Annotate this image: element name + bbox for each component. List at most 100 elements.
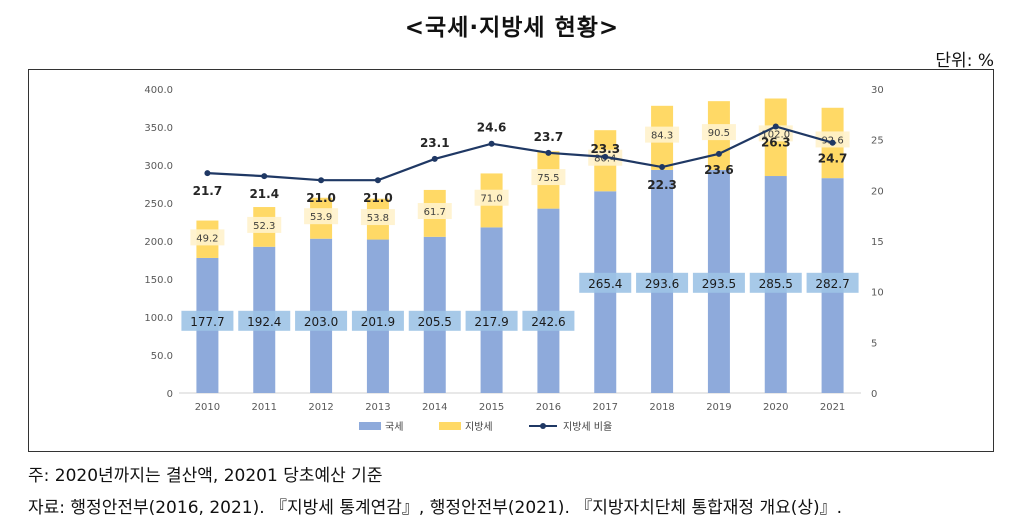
footnote: 주: 2020년까지는 결산액, 20201 당초예산 기준 [28, 466, 383, 486]
bar-local-label-box [645, 126, 680, 143]
y-tick-label: 400.0 [144, 85, 173, 96]
ratio-label: 22.3 [647, 178, 677, 192]
legend-swatch-local [439, 422, 461, 430]
bar-local-label-box [247, 216, 282, 233]
y2-tick-label: 5 [871, 338, 877, 349]
ratio-point [829, 139, 836, 146]
combo-chart: 0 50.0 100.0 150.0 200.0 250.0 300.0 350.0 400.0… [144, 85, 884, 433]
ratio-label: 23.7 [534, 130, 564, 144]
bar-local-label: 71.0 [480, 194, 502, 205]
legend-swatch-national [359, 422, 381, 430]
bar-national-label-box [806, 272, 859, 293]
y2-tick-label: 10 [871, 288, 884, 299]
bar-national-label: 217.9 [474, 315, 508, 329]
y2-tick-label: 0 [871, 389, 877, 400]
x-tick-label: 2010 [195, 402, 220, 413]
bar-national-label: 265.4 [588, 277, 622, 291]
bar-national-label-box [238, 310, 291, 331]
y-tick-label: 200.0 [144, 237, 173, 248]
bar-local-label-box [417, 203, 452, 220]
y2-tick-label: 20 [871, 186, 884, 197]
ratio-point [431, 155, 438, 162]
bar-national-label-box [465, 310, 518, 331]
bar-local-label-box [815, 131, 850, 148]
bar-national [537, 208, 560, 393]
ratio-point [261, 173, 268, 180]
ratio-label: 21.4 [249, 187, 279, 201]
x-tick-label: 2019 [706, 402, 731, 413]
ratio-point [659, 164, 666, 171]
ratio-label: 23.1 [420, 136, 450, 150]
ratio-point [545, 149, 552, 156]
bar-national-label-box [749, 272, 802, 293]
ratio-point [374, 177, 381, 184]
y-tick-label: 250.0 [144, 199, 173, 210]
ratio-line [207, 125, 833, 182]
source-note: 자료: 행정안전부(2016, 2021). 『지방세 통계연감』, 행정안전부… [28, 498, 843, 518]
bar-local-label-box [304, 208, 339, 225]
bar-local-label-box [190, 229, 225, 246]
bar-local-label: 61.7 [424, 207, 446, 218]
x-tick-label: 2013 [365, 402, 390, 413]
chart-frame: 0 50.0 100.0 150.0 200.0 250.0 300.0 350.0 400.0… [28, 69, 994, 452]
ratio-point [488, 140, 495, 147]
bar-local-label-box [701, 124, 736, 141]
bar-national-label: 293.6 [645, 277, 679, 291]
x-tick-label: 2018 [649, 402, 674, 413]
ratio-point [602, 153, 609, 160]
x-tick-label: 2021 [820, 402, 845, 413]
x-tick-label: 2014 [422, 402, 447, 413]
bar-national-label-box [692, 272, 745, 293]
y-tick-label: 50.0 [151, 351, 173, 362]
ratio-point [318, 177, 325, 184]
y2-tick-label: 30 [871, 85, 884, 96]
bar-national-label: 293.5 [702, 277, 736, 291]
bar-national-label-box [636, 272, 689, 293]
bar-local-label: 53.9 [310, 212, 332, 223]
bar-national-label: 201.9 [361, 315, 395, 329]
y-tick-label: 100.0 [144, 313, 173, 324]
bar-local-label: 52.3 [253, 221, 275, 232]
bar-national-label-box [181, 310, 234, 331]
y-tick-label: 150.0 [144, 275, 173, 286]
bar-local-label-box [474, 189, 509, 206]
bar-local-label: 84.3 [651, 131, 673, 142]
bar-national-label: 203.0 [304, 315, 338, 329]
bar-local-label: 90.5 [708, 128, 730, 139]
x-tick-label: 2017 [593, 402, 618, 413]
y2-tick-label: 15 [871, 237, 884, 248]
ratio-label: 24.6 [477, 121, 507, 135]
ratio-label: 26.3 [761, 135, 791, 149]
ratio-point [772, 123, 779, 130]
x-tick-label: 2011 [252, 402, 277, 413]
bar-local-label: 53.8 [367, 213, 389, 224]
bar-national-label: 285.5 [759, 277, 793, 291]
ratio-point [715, 150, 722, 157]
bar-national-label-box [351, 310, 404, 331]
bar-national-label: 177.7 [190, 315, 224, 329]
bar-national-label: 242.6 [531, 315, 565, 329]
y-tick-label: 350.0 [144, 123, 173, 134]
x-tick-label: 2016 [536, 402, 561, 413]
legend-swatch-ratio-point [540, 423, 546, 429]
bar-national-label-box [408, 310, 461, 331]
ratio-label: 21.7 [193, 184, 223, 198]
legend-label-local: 지방세 [465, 421, 493, 433]
ratio-label: 21.0 [363, 191, 393, 205]
ratio-label: 23.6 [704, 163, 734, 177]
bar-national-label-box [579, 272, 632, 293]
ratio-label: 24.7 [818, 152, 848, 166]
y2-tick-label: 25 [871, 136, 884, 147]
y-tick-label: 0 [167, 389, 173, 400]
legend-label-national: 국세 [385, 421, 403, 433]
bar-national-label-box [295, 310, 348, 331]
x-tick-label: 2020 [763, 402, 788, 413]
bar-national-label: 282.7 [815, 277, 849, 291]
y-tick-label: 300.0 [144, 161, 173, 172]
bar-national-label: 192.4 [247, 315, 281, 329]
bar-national [480, 227, 503, 393]
legend-label-ratio: 지방세 비율 [563, 421, 612, 433]
bar-local-label-box [531, 169, 566, 186]
ratio-point [204, 170, 211, 177]
x-tick-label: 2012 [308, 402, 333, 413]
